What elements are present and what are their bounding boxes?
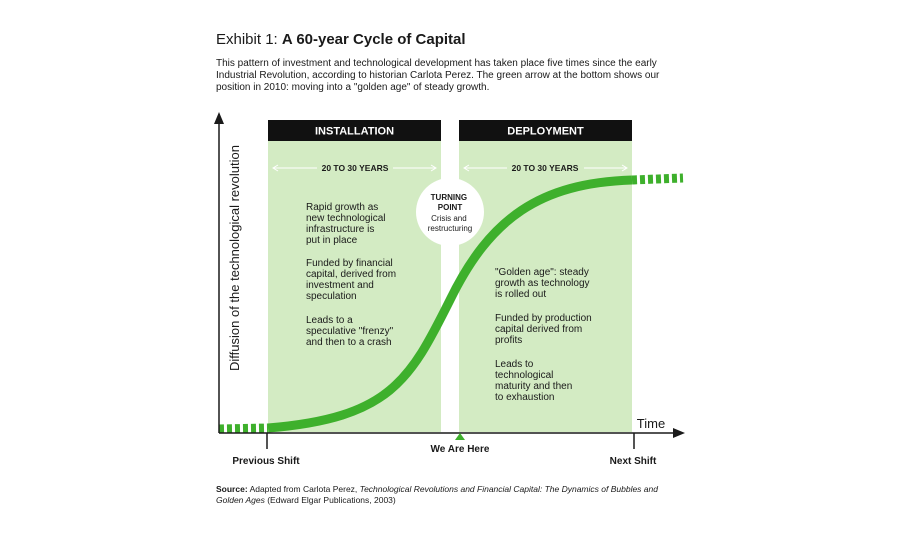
installation-description: Rapid growth as new technological infras… (306, 202, 399, 348)
y-axis-label: Diffusion of the technological revolutio… (227, 145, 242, 371)
deployment-para-3: Leads to technological maturity and then… (495, 359, 575, 403)
exhibit-heading: A 60-year Cycle of Capital (281, 31, 466, 48)
source-note: Source: Adapted from Carlota Perez, Tech… (216, 484, 686, 506)
turning-point-subtitle: Crisis and restructuring (428, 214, 472, 233)
we-are-here-marker (455, 433, 465, 440)
installation-title: INSTALLATION (315, 126, 394, 138)
installation-para-3: Leads to a speculative "frenzy" and then… (306, 315, 396, 348)
previous-shift-label: Previous Shift (232, 456, 300, 467)
curve-dashed-end (631, 173, 684, 185)
source-book-title: Technological Revolutions and Financial … (216, 484, 658, 505)
deployment-panel (459, 141, 632, 432)
deployment-title: DEPLOYMENT (507, 126, 584, 138)
deployment-duration: 20 TO 30 YEARS (512, 163, 579, 173)
deployment-para-2: Funded by production capital derived fro… (495, 313, 595, 346)
installation-panel (268, 141, 441, 432)
curve-dashed-start (218, 423, 269, 434)
source-publisher: (Edward Elgar Publications, 2003) (267, 495, 396, 505)
installation-para-2: Funded by financial capital, derived fro… (306, 258, 399, 302)
deployment-header-bar (459, 120, 632, 141)
deployment-para-1: "Golden age": steady growth as technolog… (495, 267, 592, 300)
y-axis (214, 112, 224, 433)
we-are-here-label: We Are Here (431, 444, 490, 455)
installation-para-1: Rapid growth as new technological infras… (306, 202, 388, 246)
intro-paragraph: This pattern of investment and technolog… (216, 58, 660, 93)
deployment-duration-arrow (463, 164, 628, 172)
source-prefix: Adapted from Carlota Perez, (249, 484, 358, 494)
next-shift-label: Next Shift (610, 456, 657, 467)
turning-point-title: TURNING POINT (431, 193, 470, 212)
x-axis-arrowhead (673, 428, 685, 438)
source-label: Source: (216, 484, 248, 494)
installation-duration: 20 TO 30 YEARS (322, 163, 389, 173)
x-axis-label: Time (637, 416, 665, 431)
x-axis (219, 428, 685, 438)
deployment-description: "Golden age": steady growth as technolog… (495, 267, 595, 403)
turning-point-circle (416, 178, 484, 246)
installation-duration-arrow (272, 164, 437, 172)
diffusion-curve (267, 175, 633, 433)
installation-header-bar (268, 120, 441, 141)
exhibit-title: Exhibit 1: A 60-year Cycle of Capital (216, 31, 466, 48)
exhibit-label: Exhibit 1: (216, 31, 278, 48)
y-axis-arrowhead (214, 112, 224, 124)
